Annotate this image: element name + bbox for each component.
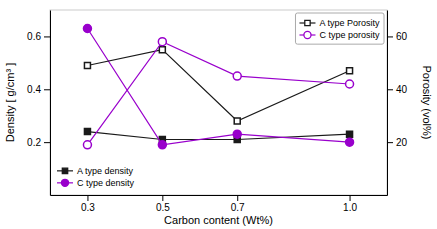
tick-label: 20 bbox=[396, 137, 408, 148]
tick-mark bbox=[162, 195, 163, 201]
legend-label: A type Porosity bbox=[319, 18, 380, 28]
point bbox=[347, 68, 353, 74]
tick-label: 0.6 bbox=[27, 31, 41, 42]
point bbox=[83, 25, 91, 33]
tick: 0.6 bbox=[27, 31, 50, 42]
legend-frame bbox=[295, 13, 384, 44]
tick: 60 bbox=[387, 31, 408, 42]
legend-key-marker bbox=[305, 20, 310, 25]
tick: 0.2 bbox=[27, 137, 50, 148]
legend-label: A type density bbox=[77, 166, 134, 176]
axis-line bbox=[51, 195, 388, 196]
y2-axis-title: Porosity (vol%) bbox=[421, 66, 433, 140]
series-line bbox=[87, 50, 349, 121]
tick-label: 0.4 bbox=[27, 84, 41, 95]
tick-label: 0.5 bbox=[156, 202, 170, 213]
point bbox=[158, 141, 166, 149]
plot-frame bbox=[50, 10, 387, 195]
axis-line bbox=[387, 11, 388, 196]
x-axis: 0.3 0.5 0.7 1.0 bbox=[51, 195, 388, 213]
series-line bbox=[87, 132, 349, 140]
point bbox=[233, 130, 241, 138]
point bbox=[84, 63, 90, 69]
tick-mark bbox=[387, 142, 393, 143]
point bbox=[234, 118, 240, 124]
tick: 0.3 bbox=[81, 195, 95, 213]
legend-key-marker bbox=[61, 179, 68, 186]
chart: 0.3 0.5 0.7 1.0 0.2 0.4 0.6 20 40 60 Carbon conten… bbox=[0, 0, 437, 229]
tick-label: 60 bbox=[396, 31, 408, 42]
tick: 20 bbox=[387, 137, 408, 148]
point bbox=[347, 131, 353, 137]
point bbox=[233, 72, 241, 80]
tick: 40 bbox=[387, 84, 408, 95]
y2-axis: 20 40 60 bbox=[387, 11, 408, 196]
tick-mark bbox=[44, 36, 50, 37]
axis-line bbox=[50, 11, 51, 196]
y-axis-title: Density [ g/cm³ ] bbox=[4, 63, 16, 142]
tick-mark bbox=[237, 195, 238, 201]
tick-mark bbox=[350, 195, 351, 201]
tick-mark bbox=[44, 89, 50, 90]
tick-label: 0.2 bbox=[27, 137, 41, 148]
point bbox=[83, 141, 91, 149]
x-axis-title: Carbon content (Wt%) bbox=[164, 214, 273, 226]
tick: 0.4 bbox=[27, 84, 50, 95]
tick-mark bbox=[387, 36, 393, 37]
tick-mark bbox=[87, 195, 88, 201]
legend: A type density C type density bbox=[57, 166, 135, 188]
series-line bbox=[87, 42, 349, 145]
tick-mark bbox=[387, 89, 393, 90]
legend: A type Porosity C type porosity bbox=[295, 13, 384, 44]
tick: 0.7 bbox=[231, 195, 245, 213]
point bbox=[346, 80, 354, 88]
tick-label: 0.3 bbox=[81, 202, 95, 213]
tick-label: 0.7 bbox=[231, 202, 245, 213]
tick-label: 1.0 bbox=[343, 202, 357, 213]
legend-label: C type density bbox=[77, 178, 135, 188]
point bbox=[158, 38, 166, 46]
tick: 0.5 bbox=[156, 195, 170, 213]
tick-mark bbox=[44, 142, 50, 143]
point bbox=[346, 138, 354, 146]
point bbox=[159, 47, 165, 53]
y-axis: 0.2 0.4 0.6 bbox=[27, 11, 50, 196]
series-line bbox=[87, 29, 349, 145]
legend-key-marker bbox=[62, 168, 67, 173]
legend-key-marker bbox=[304, 31, 311, 38]
tick: 1.0 bbox=[343, 195, 357, 213]
legend-label: C type porosity bbox=[319, 30, 380, 40]
point bbox=[84, 129, 90, 135]
tick-label: 40 bbox=[396, 84, 408, 95]
